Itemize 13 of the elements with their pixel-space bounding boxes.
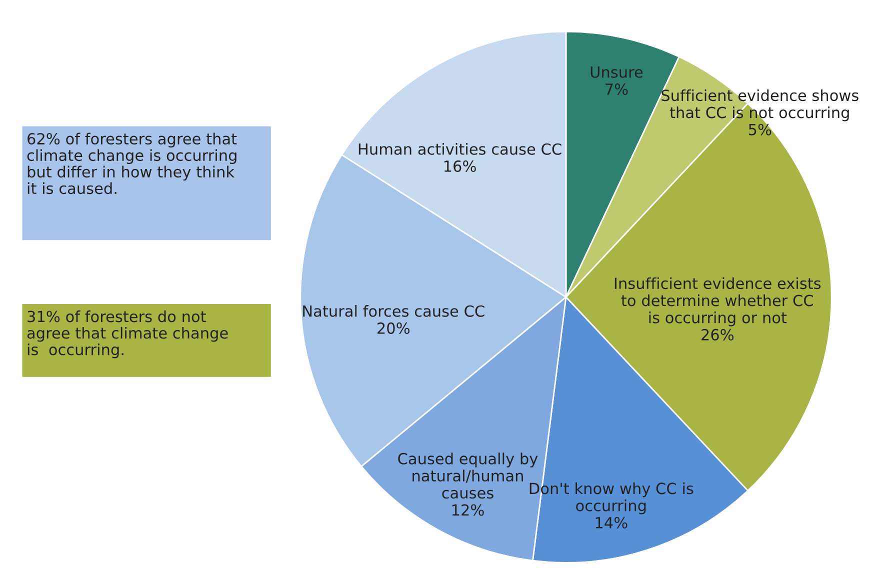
data-label: 14% xyxy=(596,516,628,528)
slice-label: Insufficient evidence exists to determine whether CC is occurring or not xyxy=(614,277,821,326)
data-label: 7% xyxy=(606,83,628,95)
data-label: 26% xyxy=(702,328,734,340)
text: 31% of foresters do not agree that climate change is occurring. xyxy=(27,310,228,358)
slice-label: Human activities cause CC xyxy=(358,143,562,155)
slice-label: Natural forces cause CC xyxy=(303,305,484,317)
slice-label: Unsure xyxy=(590,66,643,78)
text: 62% of foresters agree that climate change is occurring but differ in how they think it is caused. xyxy=(27,132,237,194)
data-label: 12% xyxy=(452,504,484,516)
data-label: 16% xyxy=(444,160,476,172)
data-label: 20% xyxy=(378,322,410,334)
data-label: 5% xyxy=(748,124,772,136)
